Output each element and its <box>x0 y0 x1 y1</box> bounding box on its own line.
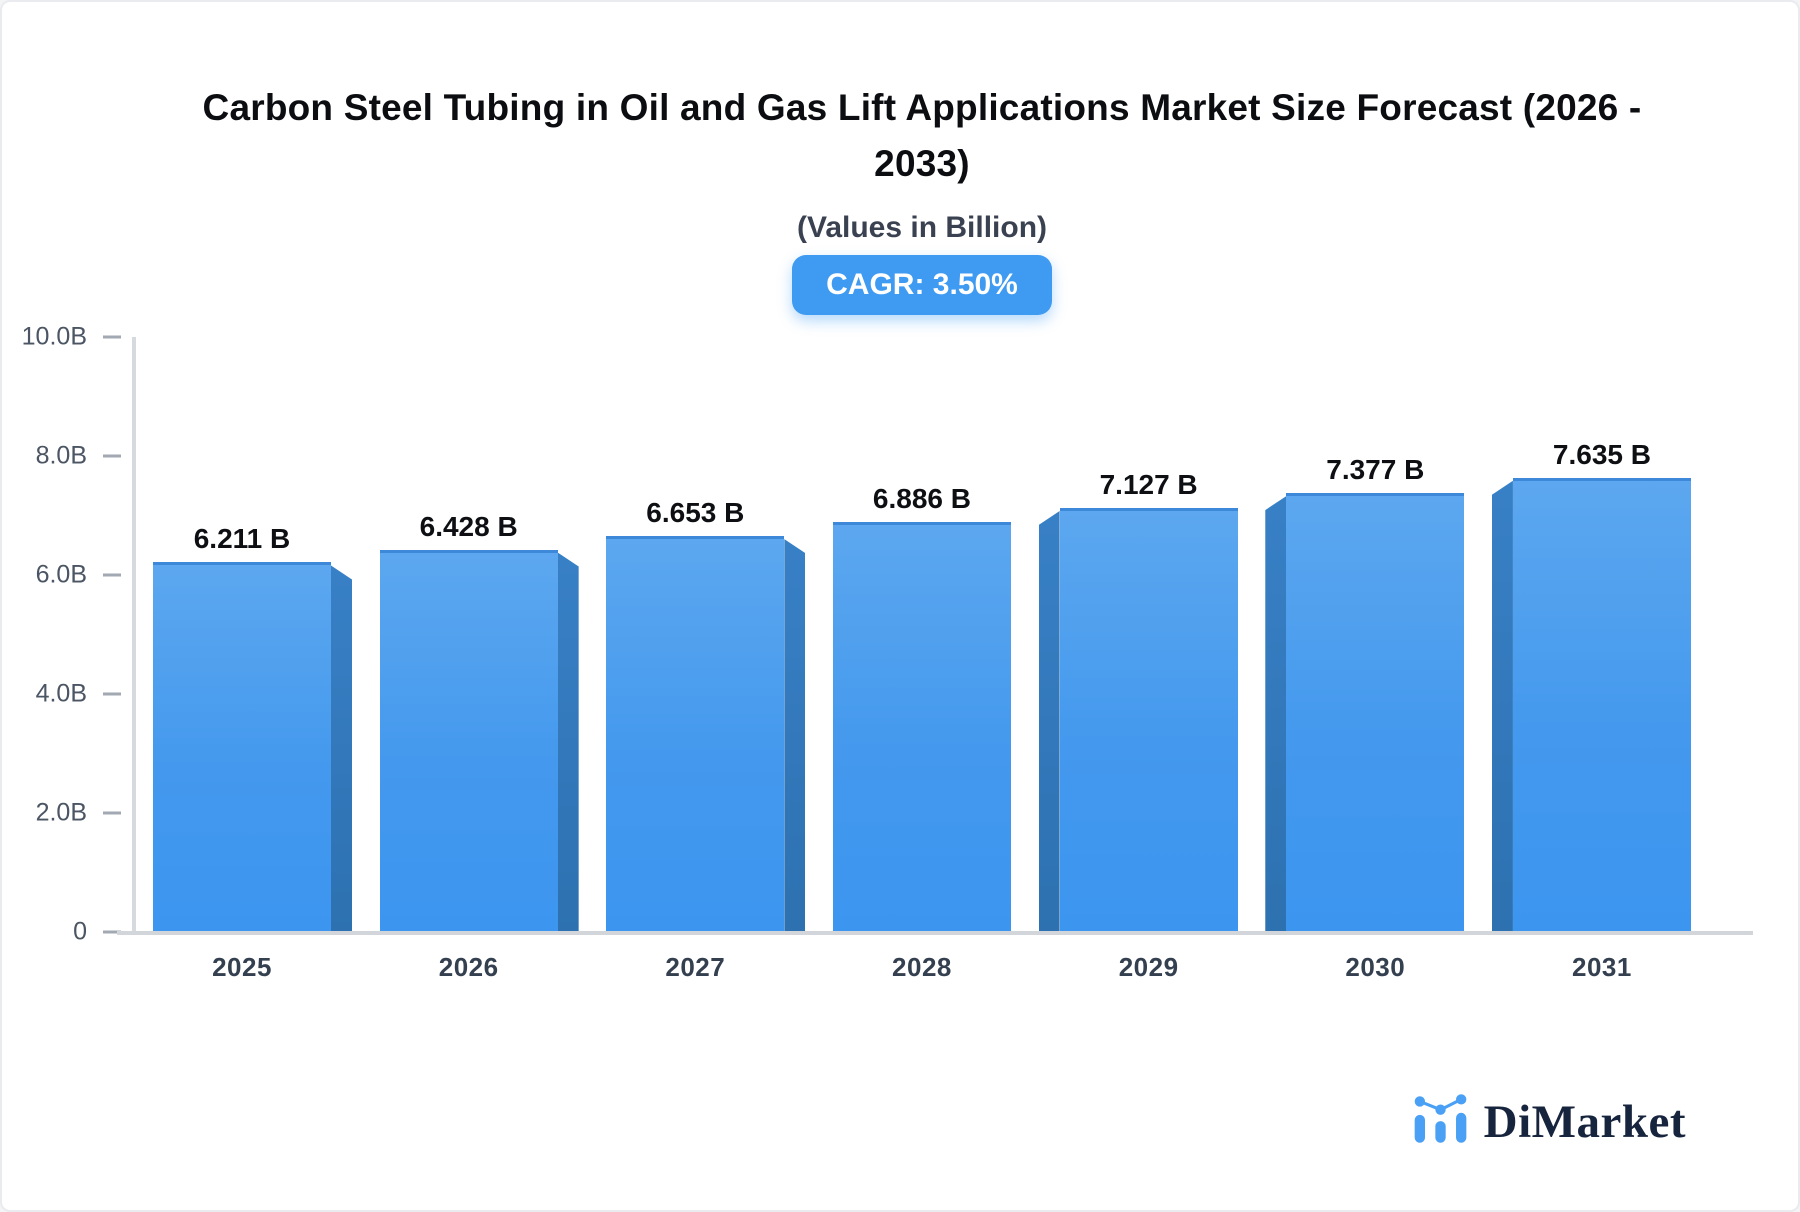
bar-2028[interactable]: 6.886 B <box>832 483 1011 932</box>
bar-side-face <box>1038 510 1060 932</box>
dimarket-logo-icon <box>1409 1088 1471 1155</box>
bar-2031[interactable]: 7.635 B <box>1491 439 1691 932</box>
bar-chart-plot-area: 0 2.0B 4.0B 6.0B 8.0B 10.0B 6.211 B 2025 6.428 … <box>22 324 1753 982</box>
x-axis-label-2025: 2025 <box>212 952 272 982</box>
y-tick-mark <box>103 335 121 339</box>
bars-container: 6.211 B 2025 6.428 B 2026 6.653 B 2027 6.886 B… <box>153 337 1691 982</box>
bar-column-2030: 7.377 B 2030 <box>1265 337 1465 982</box>
chart-title-line1: Carbon Steel Tubing in Oil and Gas Lift … <box>202 87 1642 128</box>
bar-2030[interactable]: 7.377 B <box>1265 454 1465 932</box>
dimarket-logo: DiMarket <box>1409 1088 1686 1155</box>
y-tick-mark <box>103 454 121 458</box>
bar-column-2029: 7.127 B 2029 <box>1038 337 1238 982</box>
chart-title: Carbon Steel Tubing in Oil and Gas Lift … <box>72 80 1772 191</box>
bar-value-label: 6.428 B <box>419 510 518 542</box>
bar-2027[interactable]: 6.653 B <box>606 497 806 932</box>
bar-side-face <box>331 565 352 932</box>
bar-side-face <box>557 552 579 932</box>
x-axis-label-2029: 2029 <box>1118 952 1179 982</box>
y-tick-mark <box>103 811 121 815</box>
x-axis-label-2028: 2028 <box>892 952 952 982</box>
y-tick-mark <box>103 930 121 934</box>
bar-column-2028: 6.886 B 2028 <box>832 337 1011 982</box>
y-tick-mark <box>103 692 121 696</box>
bar-column-2026: 6.428 B 2026 <box>379 337 579 982</box>
y-axis-line <box>132 337 136 934</box>
bar-side-face <box>1265 496 1287 932</box>
bar-value-label: 7.635 B <box>1552 438 1651 470</box>
bar-2025[interactable]: 6.211 B <box>153 523 352 932</box>
y-tick-mark <box>103 573 121 577</box>
cagr-badge: CAGR: 3.50% <box>792 255 1052 315</box>
y-tick-label: 4.0B <box>35 679 87 708</box>
x-axis-label-2026: 2026 <box>438 952 499 982</box>
bar-side-face <box>1491 480 1513 932</box>
bar-value-label: 7.377 B <box>1326 454 1425 486</box>
dimarket-logo-text: DiMarket <box>1483 1095 1686 1148</box>
bar-value-label: 6.886 B <box>872 483 972 515</box>
y-tick-label: 0 <box>73 917 87 946</box>
y-tick-label: 8.0B <box>35 441 87 470</box>
chart-header: Carbon Steel Tubing in Oil and Gas Lift … <box>24 80 1798 315</box>
bar-2029[interactable]: 7.127 B <box>1038 469 1238 932</box>
chart-subtitle: (Values in Billion) <box>796 211 1048 244</box>
bar-column-2031: 7.635 B 2031 <box>1491 337 1691 982</box>
bar-column-2025: 6.211 B 2025 <box>153 337 352 982</box>
y-tick-label: 10.0B <box>21 322 87 351</box>
bar-value-label: 6.653 B <box>646 497 745 529</box>
x-axis-label-2027: 2027 <box>665 952 726 982</box>
bar-side-face <box>784 539 806 932</box>
bar-value-label: 6.211 B <box>193 523 291 555</box>
bar-value-label: 7.127 B <box>1099 468 1198 500</box>
x-axis-line <box>117 931 1753 935</box>
y-tick-label: 6.0B <box>35 560 87 589</box>
bar-2026[interactable]: 6.428 B <box>379 511 579 932</box>
bar-column-2027: 6.653 B 2027 <box>606 337 806 982</box>
y-tick-label: 2.0B <box>35 798 87 827</box>
chart-title-line2: 2033) <box>874 142 970 184</box>
x-axis-label-2030: 2030 <box>1345 952 1406 982</box>
x-axis-label-2031: 2031 <box>1572 952 1632 982</box>
